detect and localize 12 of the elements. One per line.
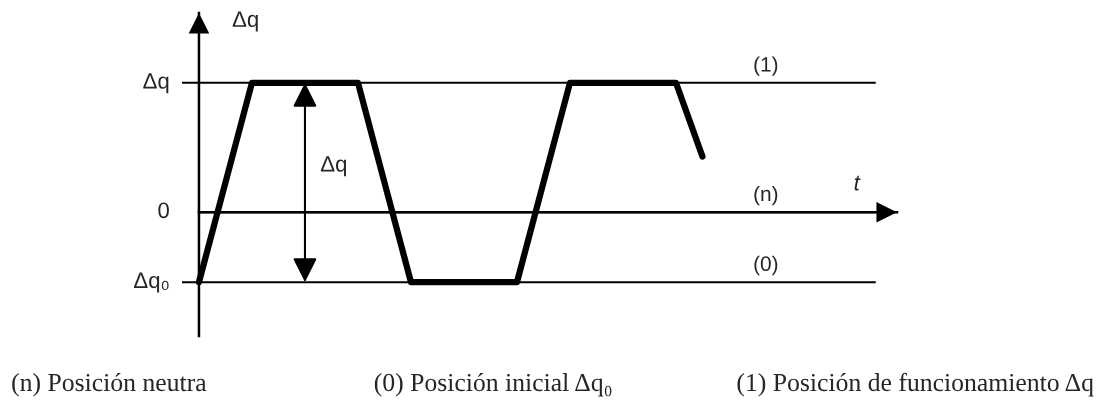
text: t <box>854 175 861 191</box>
text: (0) Posición inicial Δq₀ <box>374 373 612 397</box>
text: (1) <box>754 56 778 76</box>
text: (n) Posición neutra <box>12 373 207 397</box>
text: (0) <box>754 255 778 276</box>
text: Δq₀ <box>134 272 169 293</box>
y-axis-title: Δq <box>232 11 258 32</box>
annotation: Δq <box>320 156 347 177</box>
text: 0 <box>158 202 169 219</box>
text: Δq <box>143 73 169 94</box>
text: (n) <box>754 185 778 206</box>
text: (1) Posición de funcionamiento Δq <box>737 372 1094 397</box>
